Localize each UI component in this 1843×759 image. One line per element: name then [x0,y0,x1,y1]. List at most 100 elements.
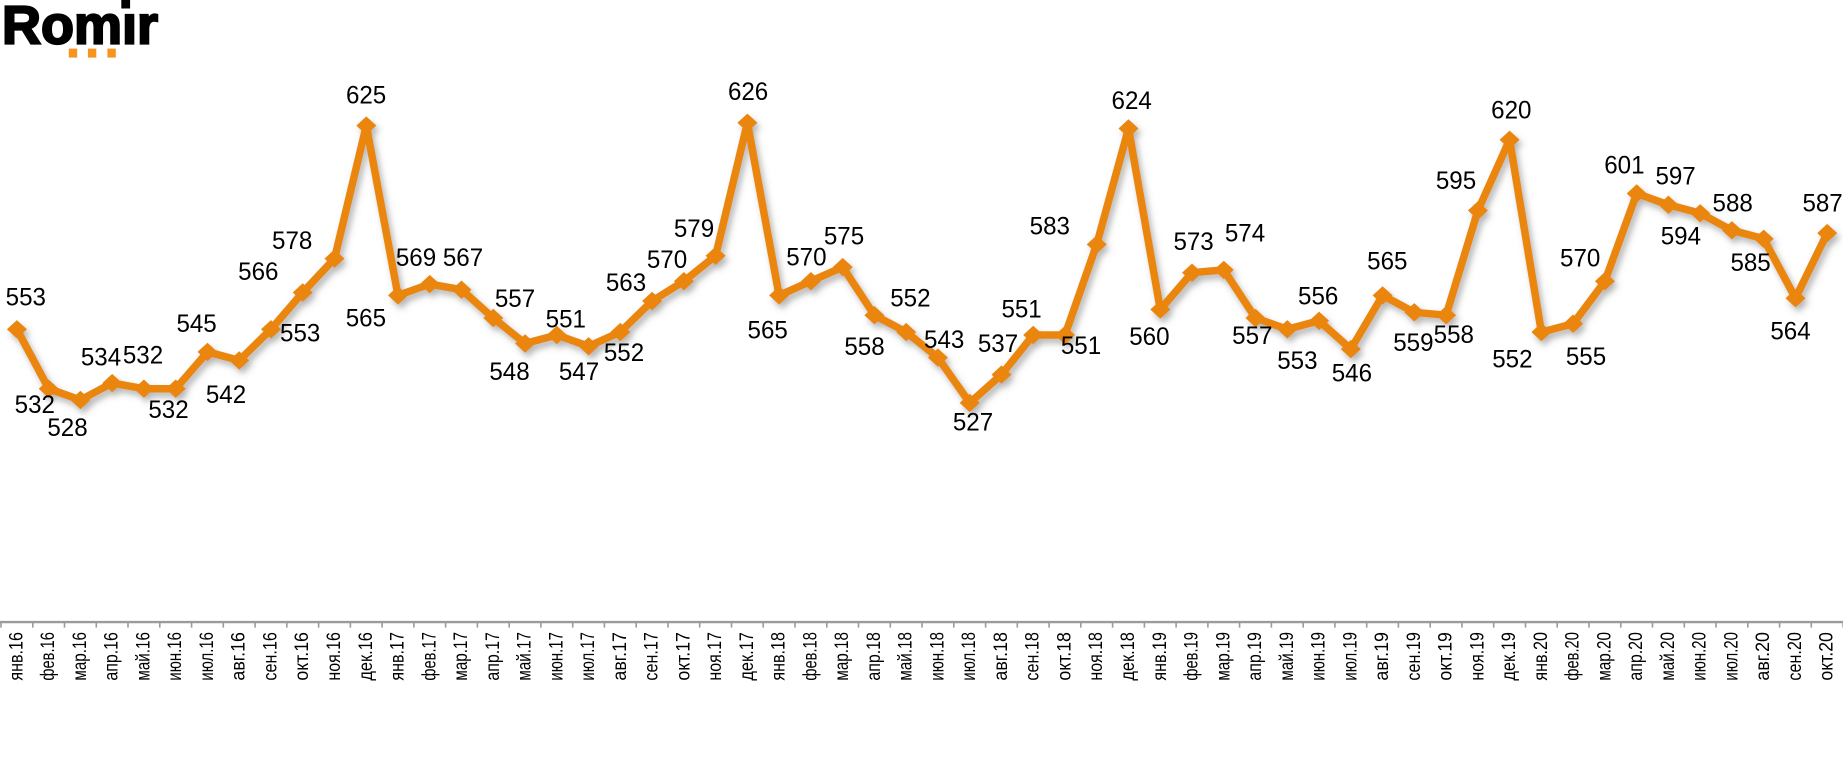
svg-text:сен.17: сен.17 [642,632,663,681]
svg-text:558: 558 [1434,321,1474,349]
svg-text:апр.18: апр.18 [864,632,885,681]
svg-text:565: 565 [346,305,386,333]
svg-text:570: 570 [1560,245,1600,273]
svg-text:апр.20: апр.20 [1626,632,1647,681]
svg-text:624: 624 [1112,87,1152,115]
svg-text:окт.19: окт.19 [1436,632,1457,681]
svg-text:569: 569 [396,244,436,272]
svg-text:565: 565 [748,317,788,345]
svg-text:июн.16: июн.16 [165,632,186,681]
svg-text:570: 570 [786,243,826,271]
svg-text:ноя.17: ноя.17 [705,632,726,681]
svg-text:527: 527 [953,409,993,437]
svg-text:578: 578 [272,227,312,255]
svg-text:528: 528 [47,414,87,442]
svg-text:ноя.19: ноя.19 [1467,632,1488,681]
svg-text:570: 570 [647,246,687,274]
svg-text:534: 534 [81,343,121,371]
svg-text:янв.18: янв.18 [769,632,790,681]
svg-text:июн.19: июн.19 [1309,632,1330,681]
svg-text:авг.19: авг.19 [1372,632,1393,681]
svg-text:фев.16: фев.16 [38,632,59,681]
svg-text:май.18: май.18 [896,632,917,681]
svg-text:июн.20: июн.20 [1690,632,1711,681]
svg-text:сен.20: сен.20 [1785,632,1806,681]
svg-text:сен.19: сен.19 [1404,632,1425,681]
svg-text:560: 560 [1129,323,1169,351]
svg-text:543: 543 [924,326,964,354]
svg-text:май.17: май.17 [515,632,536,681]
svg-text:548: 548 [489,358,529,386]
svg-text:564: 564 [1770,318,1810,346]
svg-text:565: 565 [1367,247,1407,275]
svg-text:сен.18: сен.18 [1023,632,1044,681]
svg-text:янв.20: янв.20 [1531,632,1552,681]
svg-text:дек.16: дек.16 [356,632,377,681]
svg-text:537: 537 [978,330,1018,358]
svg-text:551: 551 [546,305,586,333]
svg-text:мар.16: мар.16 [70,632,91,681]
svg-text:553: 553 [1277,347,1317,375]
svg-text:июл.20: июл.20 [1721,632,1742,681]
svg-text:апр.17: апр.17 [483,632,504,681]
svg-text:573: 573 [1173,228,1213,256]
svg-text:мар.19: мар.19 [1213,632,1234,681]
svg-text:июл.17: июл.17 [578,632,599,681]
svg-text:567: 567 [443,244,483,272]
svg-text:547: 547 [559,358,599,386]
svg-text:июн.17: июн.17 [546,632,567,681]
svg-text:532: 532 [123,342,163,370]
svg-text:551: 551 [1061,332,1101,360]
svg-text:587: 587 [1802,189,1842,217]
svg-text:574: 574 [1225,220,1265,248]
svg-text:545: 545 [176,310,216,338]
svg-text:601: 601 [1604,152,1644,180]
svg-text:авг.16: авг.16 [229,632,250,681]
svg-text:окт.20: окт.20 [1817,632,1838,681]
svg-text:588: 588 [1713,189,1753,217]
svg-text:552: 552 [1492,345,1532,373]
svg-text:фев.19: фев.19 [1182,632,1203,681]
svg-text:янв.19: янв.19 [1150,632,1171,681]
svg-text:мар.20: мар.20 [1594,632,1615,681]
svg-text:июл.16: июл.16 [197,632,218,681]
svg-text:553: 553 [6,283,46,311]
svg-text:дек.17: дек.17 [737,632,758,681]
svg-text:625: 625 [346,82,386,110]
svg-text:янв.16: янв.16 [6,632,27,681]
svg-text:626: 626 [728,78,768,106]
svg-text:552: 552 [604,339,644,367]
svg-text:июл.18: июл.18 [959,632,980,681]
svg-text:546: 546 [1332,360,1372,388]
svg-text:фев.20: фев.20 [1563,632,1584,681]
svg-text:558: 558 [844,333,884,361]
svg-text:июл.19: июл.19 [1340,632,1361,681]
svg-text:563: 563 [606,269,646,297]
svg-text:авг.20: авг.20 [1753,632,1774,681]
svg-text:542: 542 [206,381,246,409]
svg-text:555: 555 [1566,343,1606,371]
svg-text:Romır: Romır [2,0,158,56]
svg-text:фев.18: фев.18 [800,632,821,681]
svg-text:дек.19: дек.19 [1499,632,1520,681]
svg-text:557: 557 [1232,322,1272,350]
svg-text:сен.16: сен.16 [261,632,282,681]
svg-text:июн.18: июн.18 [927,632,948,681]
svg-text:579: 579 [674,215,714,243]
svg-text:май.20: май.20 [1658,632,1679,681]
svg-text:ноя.16: ноя.16 [324,632,345,681]
svg-text:557: 557 [495,285,535,313]
svg-text:594: 594 [1661,223,1701,251]
svg-text:авг.17: авг.17 [610,632,631,681]
svg-text:566: 566 [238,258,278,286]
svg-text:фев.17: фев.17 [419,632,440,681]
svg-text:апр.16: апр.16 [102,632,123,681]
svg-text:575: 575 [824,223,864,251]
svg-text:окт.18: окт.18 [1055,632,1076,681]
svg-text:апр.19: апр.19 [1245,632,1266,681]
svg-text:янв.17: янв.17 [388,632,409,681]
svg-text:авг.18: авг.18 [991,632,1012,681]
svg-text:595: 595 [1436,167,1476,195]
svg-text:май.19: май.19 [1277,632,1298,681]
svg-text:620: 620 [1491,96,1531,124]
